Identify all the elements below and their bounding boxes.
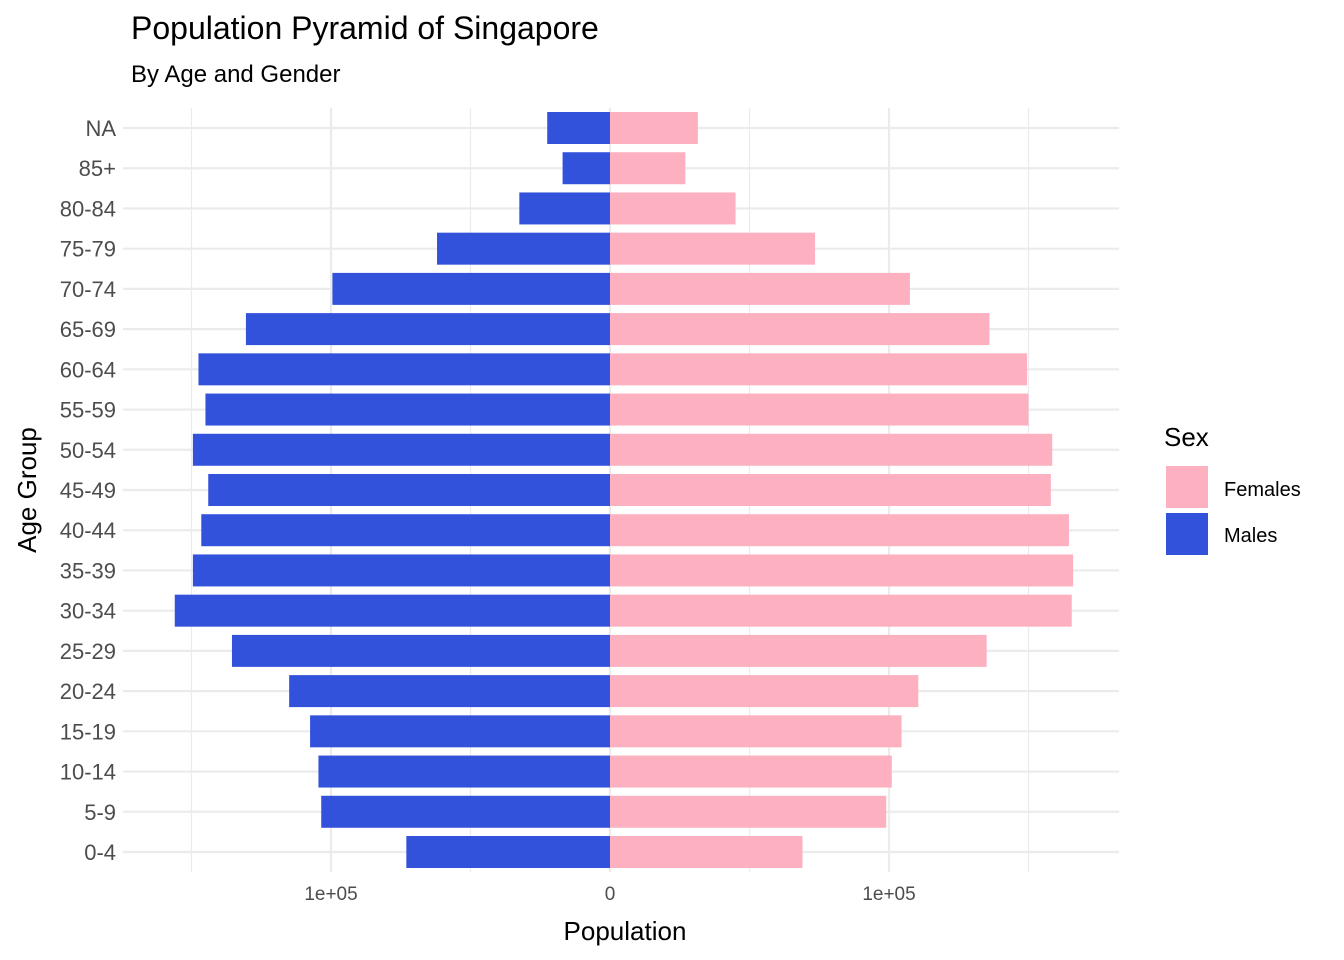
x-tick-label: 1e+05 (304, 884, 357, 905)
y-tick-label: 30-34 (60, 599, 116, 624)
bar-males-75-79 (437, 232, 610, 265)
legend: Sex Females Males (1164, 422, 1301, 555)
bar-females-35-39 (610, 554, 1074, 587)
bar-females-20-24 (610, 675, 919, 708)
bar-males-45-49 (208, 474, 611, 506)
chart-subtitle: By Age and Gender (131, 61, 340, 88)
bar-males-0-4 (406, 836, 610, 868)
x-tick-label: 1e+05 (862, 884, 915, 905)
bar-males-30-34 (174, 594, 610, 627)
bar-males-55-59 (205, 393, 610, 426)
bar-males-35-39 (192, 554, 610, 587)
y-tick-label: 85+ (79, 156, 116, 181)
bar-females-80-84 (610, 192, 736, 225)
bar-males-15-19 (310, 715, 610, 748)
y-tick-label: 60-64 (60, 357, 116, 382)
bar-males-70-74 (332, 272, 610, 305)
bar-females-40-44 (610, 514, 1069, 547)
y-tick-label: 45-49 (60, 478, 116, 503)
bar-females-10-14 (610, 755, 892, 788)
bar-males-60-64 (198, 353, 610, 386)
y-tick-label: 15-19 (60, 719, 116, 744)
legend-label-females: Females (1224, 479, 1301, 501)
y-tick-label: 5-9 (84, 800, 116, 825)
bar-females-70-74 (610, 272, 910, 305)
y-tick-label: 20-24 (60, 679, 116, 704)
y-tick-label: 10-14 (60, 760, 116, 785)
bar-males-65-69 (245, 313, 610, 346)
bar-males-85+ (562, 152, 610, 185)
legend-key-females (1166, 466, 1208, 508)
y-tick-label: 75-79 (60, 237, 116, 262)
y-tick-label: 80-84 (60, 196, 116, 221)
bar-females-60-64 (610, 353, 1028, 386)
bar-males-80-84 (519, 192, 610, 225)
bar-males-25-29 (231, 634, 610, 667)
y-tick-label: 50-54 (60, 438, 116, 463)
y-tick-label: NA (85, 116, 116, 141)
bar-females-25-29 (610, 634, 987, 667)
y-tick-label: 25-29 (60, 639, 116, 664)
bars-group (174, 112, 1074, 868)
bar-males-5-9 (321, 795, 610, 828)
bar-females-5-9 (610, 795, 887, 828)
bar-females-0-4 (610, 836, 803, 868)
y-tick-label: 0-4 (84, 840, 116, 865)
bar-females-55-59 (610, 393, 1029, 426)
legend-label-males: Males (1224, 525, 1277, 547)
bar-females-65-69 (610, 313, 990, 346)
bar-females-15-19 (610, 715, 902, 748)
legend-key-males (1166, 513, 1208, 555)
bar-females-50-54 (610, 433, 1053, 466)
x-axis-ticks: 1e+05 0 1e+05 (304, 884, 915, 905)
y-tick-label: 55-59 (60, 398, 116, 423)
bar-females-30-34 (610, 594, 1072, 627)
y-tick-label: 65-69 (60, 317, 116, 342)
y-axis-ticks: 0-4 5-9 10-14 15-19 20-24 25-29 30-34 35-39 40-4… (60, 116, 117, 865)
x-axis-title: Population (564, 916, 687, 946)
bar-females-85+ (610, 152, 686, 185)
bar-males-40-44 (201, 514, 610, 547)
bar-females-45-49 (610, 474, 1051, 506)
chart-title: Population Pyramid of Singapore (131, 10, 599, 46)
bar-males-10-14 (318, 755, 610, 788)
x-tick-label: 0 (605, 884, 616, 905)
bar-males-50-54 (192, 433, 610, 466)
y-axis-title: Age Group (12, 427, 42, 553)
y-tick-label: 40-44 (60, 518, 116, 543)
bar-females-NA (610, 112, 698, 144)
y-tick-label: 35-39 (60, 558, 116, 583)
bar-males-20-24 (289, 675, 610, 708)
legend-title: Sex (1164, 422, 1209, 452)
bar-males-NA (547, 112, 610, 144)
y-tick-label: 70-74 (60, 277, 116, 302)
bar-females-75-79 (610, 232, 816, 265)
